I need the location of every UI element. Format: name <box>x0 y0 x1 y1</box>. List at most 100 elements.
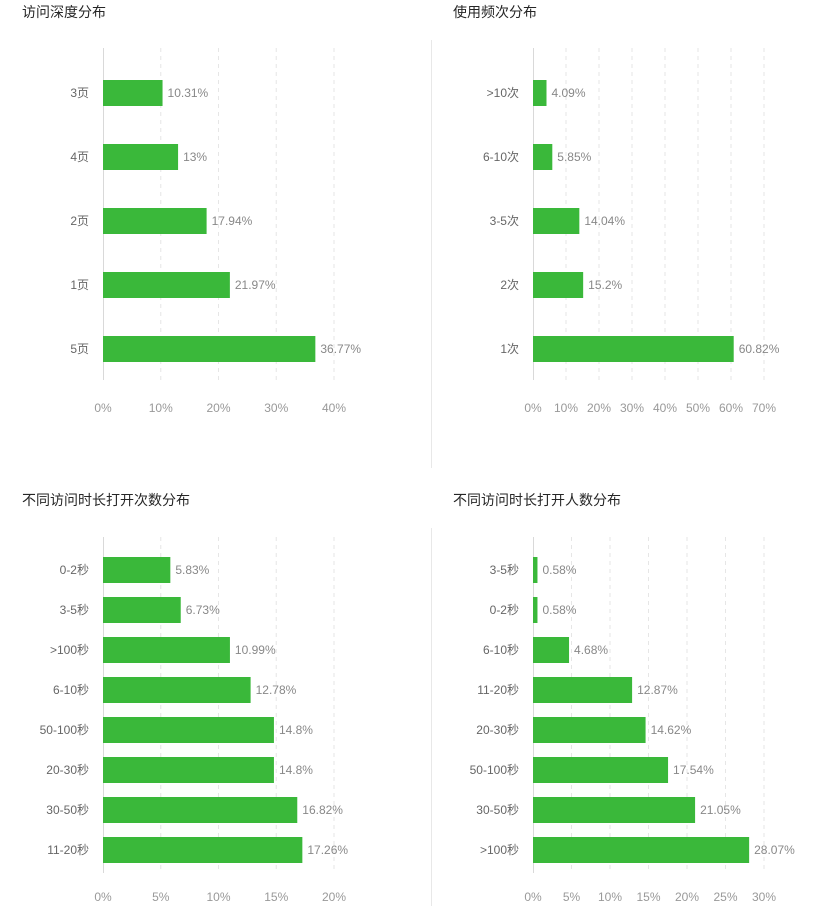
value-label: 0.58% <box>542 603 576 617</box>
bar <box>103 557 171 583</box>
value-label: 4.09% <box>551 86 585 100</box>
value-label: 17.54% <box>673 763 714 777</box>
x-tick-label: 60% <box>719 401 743 415</box>
value-label: 16.82% <box>302 803 343 817</box>
x-tick-label: 25% <box>713 890 737 904</box>
category-label: 4页 <box>70 150 89 164</box>
chart-title: 不同访问时长打开人数分布 <box>453 492 621 508</box>
x-tick-label: 70% <box>752 401 776 415</box>
chart-panel-duration-opens: 不同访问时长打开次数分布 0% 5% 10% 15% 20% 0-2秒 5.83% 3-5秒 6… <box>0 488 431 906</box>
category-label: 50-100秒 <box>40 723 89 737</box>
x-tick-label: 5% <box>563 890 581 904</box>
chart-panel-visit-depth: 访问深度分布 0% 10% 20% 30% 40% 3页 10.31% 4页 13% 2页 17.9… <box>0 0 431 470</box>
value-label: 14.8% <box>279 763 313 777</box>
x-tick-label: 30% <box>264 401 288 415</box>
value-label: 13% <box>183 150 207 164</box>
panel-divider <box>431 528 432 906</box>
bar <box>533 144 553 170</box>
value-label: 14.04% <box>584 214 625 228</box>
value-label: 28.07% <box>754 843 795 857</box>
category-label: 3-5秒 <box>60 603 89 617</box>
category-label: 3-5秒 <box>490 563 519 577</box>
bar <box>103 80 163 106</box>
value-label: 14.62% <box>651 723 692 737</box>
bar-chart-duration-opens: 0% 5% 10% 15% 20% 0-2秒 5.83% 3-5秒 6.73% >100秒 10.9… <box>40 537 348 904</box>
x-tick-label: 30% <box>752 890 776 904</box>
value-label: 15.2% <box>588 278 622 292</box>
value-label: 12.78% <box>256 683 297 697</box>
bar <box>533 557 538 583</box>
bar <box>533 717 646 743</box>
panel-divider <box>431 40 432 468</box>
value-label: 21.97% <box>235 278 276 292</box>
category-label: 11-20秒 <box>47 843 89 857</box>
x-tick-label: 0% <box>94 890 112 904</box>
x-tick-label: 10% <box>554 401 578 415</box>
chart-panel-usage-frequency: 使用频次分布 0% 10% 20% 30% 40% 50% 60% 70% >10次 4.09% 6… <box>431 0 821 470</box>
bar <box>533 80 547 106</box>
value-label: 17.26% <box>307 843 348 857</box>
x-tick-label: 50% <box>686 401 710 415</box>
x-tick-label: 20% <box>675 890 699 904</box>
x-tick-label: 20% <box>322 890 346 904</box>
bar <box>103 677 251 703</box>
bar <box>103 144 179 170</box>
x-tick-label: 0% <box>524 890 542 904</box>
value-label: 4.68% <box>574 643 608 657</box>
category-label: 50-100秒 <box>470 763 519 777</box>
category-label: 6-10秒 <box>483 643 519 657</box>
x-tick-label: 15% <box>264 890 288 904</box>
bar <box>533 837 750 863</box>
bar-chart-visit-depth: 0% 10% 20% 30% 40% 3页 10.31% 4页 13% 2页 17.94% 1页 21.… <box>70 48 361 415</box>
value-label: 0.58% <box>542 563 576 577</box>
bar <box>533 272 584 298</box>
category-label: >100秒 <box>50 643 89 657</box>
bar <box>103 336 316 362</box>
category-label: 30-50秒 <box>46 803 89 817</box>
value-label: 60.82% <box>739 342 780 356</box>
x-tick-label: 20% <box>587 401 611 415</box>
chart-panel-duration-users: 不同访问时长打开人数分布 0% 5% 10% 15% 20% 25% 30% 3-5秒 0.58… <box>431 488 821 906</box>
bar <box>103 797 298 823</box>
bar <box>103 837 303 863</box>
value-label: 6.73% <box>186 603 220 617</box>
bar <box>533 677 633 703</box>
category-label: 20-30秒 <box>476 723 519 737</box>
chart-title: 访问深度分布 <box>22 4 106 20</box>
x-tick-label: 40% <box>322 401 346 415</box>
category-label: 2次 <box>500 278 519 292</box>
bar <box>103 597 181 623</box>
bar <box>533 597 538 623</box>
bar-chart-usage-frequency: 0% 10% 20% 30% 40% 50% 60% 70% >10次 4.09% 6-10次 5.8… <box>483 48 780 415</box>
x-tick-label: 0% <box>94 401 112 415</box>
x-tick-label: 0% <box>524 401 542 415</box>
category-label: >100秒 <box>480 843 519 857</box>
category-label: 0-2秒 <box>60 563 89 577</box>
value-label: 21.05% <box>700 803 741 817</box>
value-label: 12.87% <box>637 683 678 697</box>
bar <box>103 637 230 663</box>
value-label: 5.85% <box>557 150 591 164</box>
x-tick-label: 15% <box>636 890 660 904</box>
value-label: 10.99% <box>235 643 276 657</box>
value-label: 10.31% <box>168 86 209 100</box>
category-label: 1页 <box>70 278 89 292</box>
category-label: 30-50秒 <box>476 803 519 817</box>
bar <box>533 757 669 783</box>
category-label: 6-10次 <box>483 150 519 164</box>
bar <box>533 336 734 362</box>
bar <box>103 757 274 783</box>
category-label: 0-2秒 <box>490 603 519 617</box>
bar <box>103 272 230 298</box>
x-tick-label: 30% <box>620 401 644 415</box>
bar <box>533 208 580 234</box>
chart-title: 不同访问时长打开次数分布 <box>22 492 190 508</box>
x-tick-label: 10% <box>598 890 622 904</box>
category-label: 20-30秒 <box>46 763 89 777</box>
x-tick-label: 40% <box>653 401 677 415</box>
bar-chart-duration-users: 0% 5% 10% 15% 20% 25% 30% 3-5秒 0.58% 0-2秒 0.58% 6-1… <box>470 537 795 904</box>
bar <box>533 637 570 663</box>
x-tick-label: 10% <box>149 401 173 415</box>
bar <box>533 797 696 823</box>
value-label: 5.83% <box>175 563 209 577</box>
